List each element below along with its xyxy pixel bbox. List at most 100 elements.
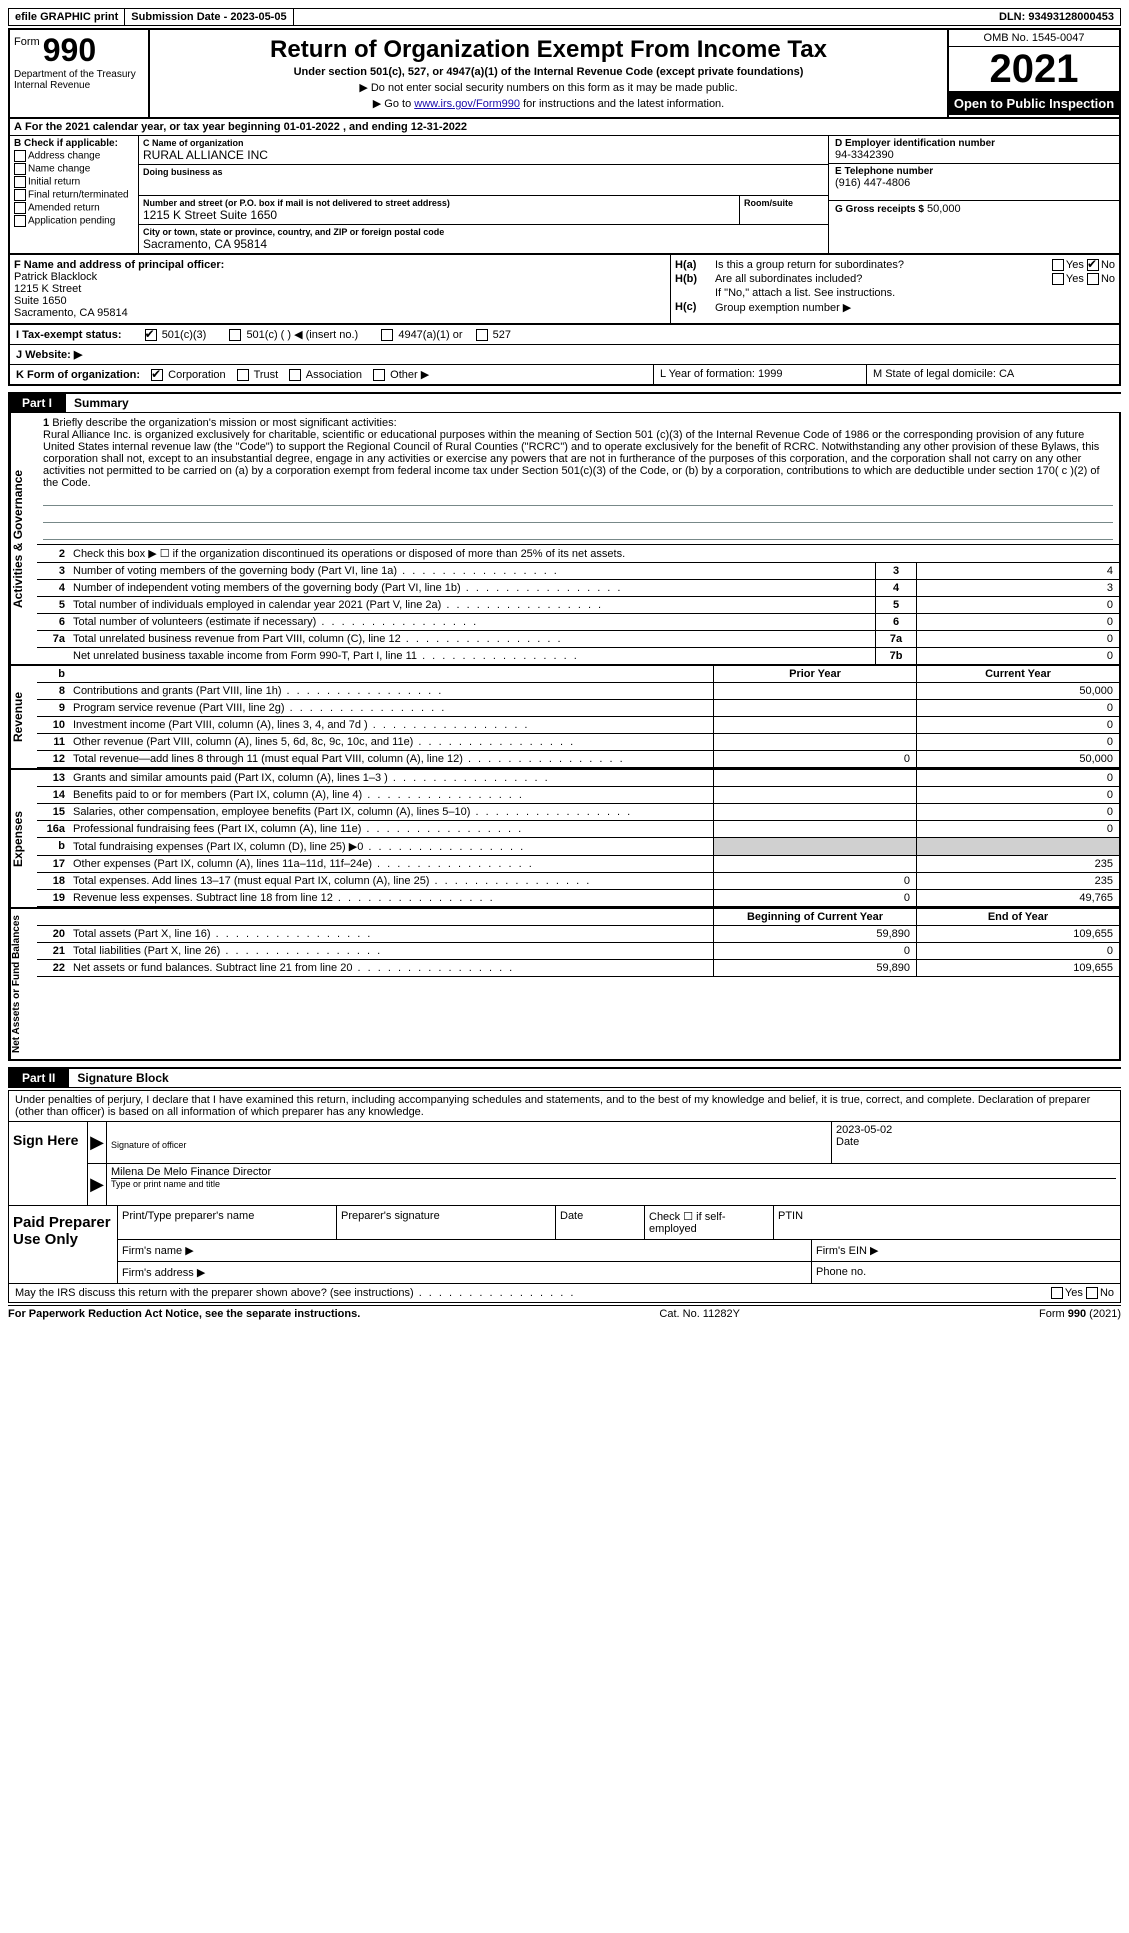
summary-row: 7aTotal unrelated business revenue from … [37, 631, 1119, 648]
part2-title: Signature Block [69, 1069, 1121, 1088]
check-initial-return[interactable]: Initial return [14, 176, 134, 188]
check-assoc[interactable] [289, 369, 301, 381]
gross-receipts-cell: G Gross receipts $ 50,000 [829, 201, 1119, 217]
state-domicile: M State of legal domicile: CA [866, 365, 1119, 384]
part2-header: Part II Signature Block [8, 1067, 1121, 1088]
irs-link[interactable]: www.irs.gov/Form990 [414, 98, 520, 110]
check-application-pending[interactable]: Application pending [14, 215, 134, 227]
firm-ein-label: Firm's EIN ▶ [812, 1240, 1120, 1261]
summary-row: Net unrelated business taxable income fr… [37, 648, 1119, 664]
officer-name: Patrick Blacklock [14, 271, 97, 283]
mission-text: Rural Alliance Inc. is organized exclusi… [43, 429, 1100, 489]
room-suite-label: Room/suite [744, 198, 824, 208]
check-address-change[interactable]: Address change [14, 150, 134, 162]
mission-blank-line [43, 508, 1113, 523]
submission-date: Submission Date - 2023-05-05 [125, 9, 293, 25]
mission-blank-line [43, 525, 1113, 540]
gross-receipts: 50,000 [927, 203, 961, 215]
data-row: 19Revenue less expenses. Subtract line 1… [37, 890, 1119, 907]
data-row: 20Total assets (Part X, line 16)59,89010… [37, 926, 1119, 943]
preparer-date-label: Date [556, 1206, 645, 1239]
vtab-governance: Activities & Governance [10, 413, 37, 664]
header-left: Form 990 Department of the Treasury Inte… [10, 30, 150, 117]
netassets-block: Net Assets or Fund Balances Beginning of… [8, 909, 1121, 1061]
summary-row: 6Total number of volunteers (estimate if… [37, 614, 1119, 631]
check-501c[interactable] [229, 329, 241, 341]
mission-blank-line [43, 491, 1113, 506]
form-header: Form 990 Department of the Treasury Inte… [8, 28, 1121, 119]
form-subtitle: Under section 501(c), 527, or 4947(a)(1)… [154, 66, 943, 78]
form-number: 990 [43, 32, 96, 68]
org-name-cell: C Name of organization RURAL ALLIANCE IN… [139, 136, 828, 165]
check-4947[interactable] [381, 329, 393, 341]
hb-checkboxes[interactable]: Yes No [995, 273, 1115, 285]
check-amended-return[interactable]: Amended return [14, 202, 134, 214]
ha-checkboxes[interactable]: Yes No [995, 259, 1115, 271]
line-i: I Tax-exempt status: 501(c)(3) 501(c) ( … [10, 325, 1119, 345]
check-final-return[interactable]: Final return/terminated [14, 189, 134, 201]
line-a-period: A For the 2021 calendar year, or tax yea… [8, 119, 1121, 136]
check-corp[interactable] [151, 369, 163, 381]
discuss-text: May the IRS discuss this return with the… [15, 1287, 1051, 1299]
footer-left: For Paperwork Reduction Act Notice, see … [8, 1308, 360, 1320]
paid-preparer-label: Paid Preparer Use Only [9, 1206, 118, 1283]
section-c: C Name of organization RURAL ALLIANCE IN… [139, 136, 829, 253]
netassets-header-row: Beginning of Current Year End of Year [37, 909, 1119, 926]
officer-printed-name: Milena De Melo Finance Director [111, 1166, 1116, 1179]
data-row: 21Total liabilities (Part X, line 26)00 [37, 943, 1119, 960]
ein-cell: D Employer identification number 94-3342… [829, 136, 1119, 164]
street-row: Number and street (or P.O. box if mail i… [139, 196, 828, 225]
data-row: 15Salaries, other compensation, employee… [37, 804, 1119, 821]
officer-city: Sacramento, CA 95814 [14, 307, 128, 319]
officer-signature-area[interactable]: Signature of officer [107, 1122, 832, 1163]
data-row: bTotal fundraising expenses (Part IX, co… [37, 838, 1119, 856]
tax-year: 2021 [949, 47, 1119, 92]
form-title: Return of Organization Exempt From Incom… [154, 36, 943, 64]
data-row: 10Investment income (Part VIII, column (… [37, 717, 1119, 734]
instr-ssn: ▶ Do not enter social security numbers o… [154, 81, 943, 94]
prior-year-header: Prior Year [713, 666, 916, 682]
officer-addr1: 1215 K Street [14, 283, 81, 295]
officer-name-area: Milena De Melo Finance Director Type or … [107, 1164, 1120, 1205]
footer-cat: Cat. No. 11282Y [659, 1308, 740, 1320]
part1-label: Part I [8, 394, 66, 413]
data-row: 12Total revenue—add lines 8 through 11 (… [37, 751, 1119, 768]
data-row: 11Other revenue (Part VIII, column (A), … [37, 734, 1119, 751]
section-f: F Name and address of principal officer:… [10, 255, 671, 323]
data-row: 22Net assets or fund balances. Subtract … [37, 960, 1119, 977]
header-right: OMB No. 1545-0047 2021 Open to Public In… [949, 30, 1119, 117]
mission-cell: 1 Briefly describe the organization's mi… [37, 413, 1119, 545]
discuss-checkboxes[interactable]: Yes No [1051, 1287, 1114, 1299]
preparer-block: Paid Preparer Use Only Print/Type prepar… [8, 1206, 1121, 1284]
summary-row: 4Number of independent voting members of… [37, 580, 1119, 597]
spacer [294, 9, 993, 25]
current-year-header: Current Year [916, 666, 1119, 682]
firm-name-label: Firm's name ▶ [118, 1240, 812, 1261]
phone-cell: E Telephone number (916) 447-4806 [829, 164, 1119, 201]
check-other[interactable] [373, 369, 385, 381]
data-row: 8Contributions and grants (Part VIII, li… [37, 683, 1119, 700]
city-cell: City or town, state or province, country… [139, 225, 828, 253]
check-527[interactable] [476, 329, 488, 341]
part1-header: Part I Summary [8, 392, 1121, 413]
section-b: B Check if applicable: Address change Na… [10, 136, 139, 253]
sign-here-label: Sign Here [9, 1122, 88, 1205]
ptin-label: PTIN [774, 1206, 1120, 1239]
city-state-zip: Sacramento, CA 95814 [143, 237, 824, 251]
year-formation: L Year of formation: 1999 [653, 365, 866, 384]
check-501c3[interactable] [145, 329, 157, 341]
expenses-block: Expenses 13Grants and similar amounts pa… [8, 770, 1121, 909]
section-b-header: B Check if applicable: [14, 138, 118, 149]
data-row: 9Program service revenue (Part VIII, lin… [37, 700, 1119, 717]
self-employed-check[interactable]: Check ☐ if self-employed [645, 1206, 774, 1239]
check-name-change[interactable]: Name change [14, 163, 134, 175]
form-word: Form [14, 36, 40, 48]
vtab-netassets: Net Assets or Fund Balances [10, 909, 37, 1059]
penalty-statement: Under penalties of perjury, I declare th… [9, 1091, 1120, 1122]
revenue-block: Revenue b Prior Year Current Year 8Contr… [8, 666, 1121, 770]
omb-number: OMB No. 1545-0047 [949, 30, 1119, 47]
check-trust[interactable] [237, 369, 249, 381]
street-address: 1215 K Street Suite 1650 [143, 208, 735, 222]
preparer-sig-label: Preparer's signature [337, 1206, 556, 1239]
signature-date: 2023-05-02 Date [832, 1122, 1120, 1163]
